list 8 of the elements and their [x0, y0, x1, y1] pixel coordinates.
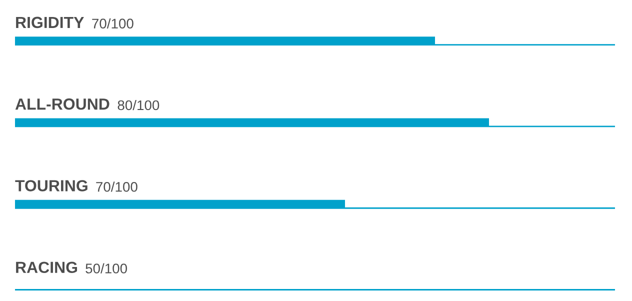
- y-tick-label: RIGIDITY: [16, 16, 84, 28]
- annotation: 70/100: [96, 182, 138, 192]
- annotation: 50/100: [86, 263, 128, 274]
- y-tick-label: TOURING: [15, 180, 88, 192]
- y-tick-label: ALL-ROUND: [15, 98, 110, 110]
- y-tick-label: RACING: [16, 262, 78, 274]
- annotation: 80/100: [118, 100, 160, 110]
- annotation: 70/100: [92, 18, 134, 29]
